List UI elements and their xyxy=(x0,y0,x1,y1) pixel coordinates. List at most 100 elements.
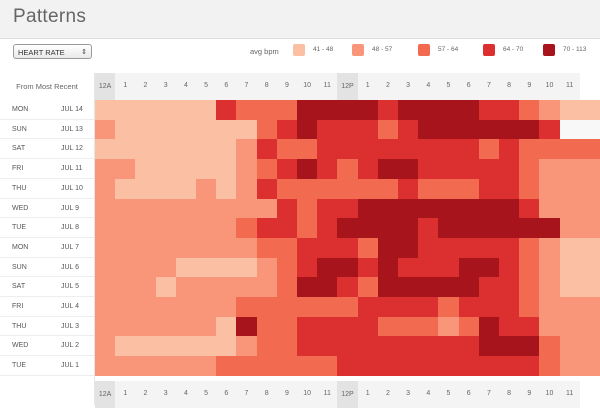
heatmap-cell[interactable] xyxy=(236,257,258,278)
heatmap-cell[interactable] xyxy=(196,237,217,259)
heatmap-cell[interactable] xyxy=(418,257,439,278)
heatmap-cell[interactable] xyxy=(196,159,217,180)
heatmap-cell[interactable] xyxy=(95,159,116,180)
heatmap-cell[interactable] xyxy=(418,277,439,298)
heatmap-cell[interactable] xyxy=(95,218,116,239)
heatmap-cell[interactable] xyxy=(438,119,460,140)
heatmap-cell[interactable] xyxy=(135,356,157,377)
heatmap-cell[interactable] xyxy=(499,316,520,337)
heatmap-cell[interactable] xyxy=(276,237,298,259)
heatmap-cell[interactable] xyxy=(236,159,258,180)
heatmap-cell[interactable] xyxy=(438,159,460,180)
heatmap-cell[interactable] xyxy=(337,198,359,219)
heatmap-cell[interactable] xyxy=(499,119,520,140)
heatmap-cell[interactable] xyxy=(256,159,278,180)
heatmap-cell[interactable] xyxy=(559,316,581,337)
heatmap-cell[interactable] xyxy=(478,139,500,160)
heatmap-cell[interactable] xyxy=(458,316,480,337)
heatmap-cell[interactable] xyxy=(297,257,318,278)
heatmap-cell[interactable] xyxy=(175,316,197,337)
heatmap-cell[interactable] xyxy=(155,356,177,377)
heatmap-cell[interactable] xyxy=(499,257,520,278)
heatmap-cell[interactable] xyxy=(216,178,237,200)
heatmap-cell[interactable] xyxy=(95,316,116,337)
heatmap-cell[interactable] xyxy=(95,237,116,259)
heatmap-cell[interactable] xyxy=(458,356,480,377)
heatmap-cell[interactable] xyxy=(539,178,561,200)
heatmap-cell[interactable] xyxy=(458,178,480,200)
heatmap-cell[interactable] xyxy=(216,336,237,357)
heatmap-cell[interactable] xyxy=(438,218,460,239)
heatmap-cell[interactable] xyxy=(297,139,318,160)
heatmap-cell[interactable] xyxy=(135,159,157,180)
heatmap-cell[interactable] xyxy=(458,277,480,298)
heatmap-cell[interactable] xyxy=(95,277,116,298)
heatmap-cell[interactable] xyxy=(256,257,278,278)
heatmap-cell[interactable] xyxy=(539,237,561,259)
heatmap-cell[interactable] xyxy=(175,218,197,239)
heatmap-cell[interactable] xyxy=(559,159,581,180)
heatmap-cell[interactable] xyxy=(377,356,399,377)
heatmap-cell[interactable] xyxy=(216,119,237,140)
heatmap-cell[interactable] xyxy=(175,336,197,357)
heatmap-cell[interactable] xyxy=(317,336,338,357)
heatmap-cell[interactable] xyxy=(478,218,500,239)
heatmap-cell[interactable] xyxy=(539,297,561,318)
heatmap-cell[interactable] xyxy=(559,100,581,121)
heatmap-cell[interactable] xyxy=(438,316,460,337)
heatmap-cell[interactable] xyxy=(236,297,258,318)
heatmap-cell[interactable] xyxy=(499,139,520,160)
heatmap-cell[interactable] xyxy=(559,237,581,259)
heatmap-cell[interactable] xyxy=(317,257,338,278)
heatmap-cell[interactable] xyxy=(297,277,318,298)
heatmap-cell[interactable] xyxy=(519,119,540,140)
heatmap-cell[interactable] xyxy=(276,356,298,377)
heatmap-cell[interactable] xyxy=(115,257,136,278)
heatmap-cell[interactable] xyxy=(155,277,177,298)
heatmap-cell[interactable] xyxy=(95,297,116,318)
heatmap-cell[interactable] xyxy=(418,139,439,160)
heatmap-cell[interactable] xyxy=(115,178,136,200)
heatmap-cell[interactable] xyxy=(478,178,500,200)
heatmap-cell[interactable] xyxy=(317,218,338,239)
heatmap-cell[interactable] xyxy=(519,277,540,298)
heatmap-cell[interactable] xyxy=(256,316,278,337)
heatmap-cell[interactable] xyxy=(478,356,500,377)
heatmap-cell[interactable] xyxy=(539,218,561,239)
heatmap-cell[interactable] xyxy=(337,100,359,121)
heatmap-cell[interactable] xyxy=(458,297,480,318)
heatmap-cell[interactable] xyxy=(155,237,177,259)
heatmap-cell[interactable] xyxy=(337,277,359,298)
heatmap-cell[interactable] xyxy=(155,119,177,140)
heatmap-cell[interactable] xyxy=(357,297,379,318)
heatmap-cell[interactable] xyxy=(357,257,379,278)
heatmap-cell[interactable] xyxy=(216,257,237,278)
heatmap-cell[interactable] xyxy=(539,356,561,377)
heatmap-cell[interactable] xyxy=(135,198,157,219)
heatmap-cell[interactable] xyxy=(115,119,136,140)
heatmap-cell[interactable] xyxy=(377,198,399,219)
heatmap-cell[interactable] xyxy=(236,237,258,259)
heatmap-cell[interactable] xyxy=(519,100,540,121)
heatmap-cell[interactable] xyxy=(398,356,419,377)
heatmap-cell[interactable] xyxy=(236,316,258,337)
heatmap-cell[interactable] xyxy=(438,237,460,259)
heatmap-cell[interactable] xyxy=(438,297,460,318)
heatmap-cell[interactable] xyxy=(519,336,540,357)
heatmap-cell[interactable] xyxy=(155,257,177,278)
heatmap-cell[interactable] xyxy=(539,139,561,160)
heatmap-cell[interactable] xyxy=(276,178,298,200)
heatmap-cell[interactable] xyxy=(115,218,136,239)
heatmap-cell[interactable] xyxy=(155,198,177,219)
heatmap-cell[interactable] xyxy=(478,277,500,298)
heatmap-cell[interactable] xyxy=(357,198,379,219)
heatmap-cell[interactable] xyxy=(519,257,540,278)
heatmap-cell[interactable] xyxy=(276,277,298,298)
heatmap-cell[interactable] xyxy=(519,237,540,259)
heatmap-cell[interactable] xyxy=(377,159,399,180)
heatmap-cell[interactable] xyxy=(236,178,258,200)
heatmap-cell[interactable] xyxy=(276,336,298,357)
heatmap-cell[interactable] xyxy=(458,218,480,239)
heatmap-cell[interactable] xyxy=(276,100,298,121)
heatmap-cell[interactable] xyxy=(418,198,439,219)
